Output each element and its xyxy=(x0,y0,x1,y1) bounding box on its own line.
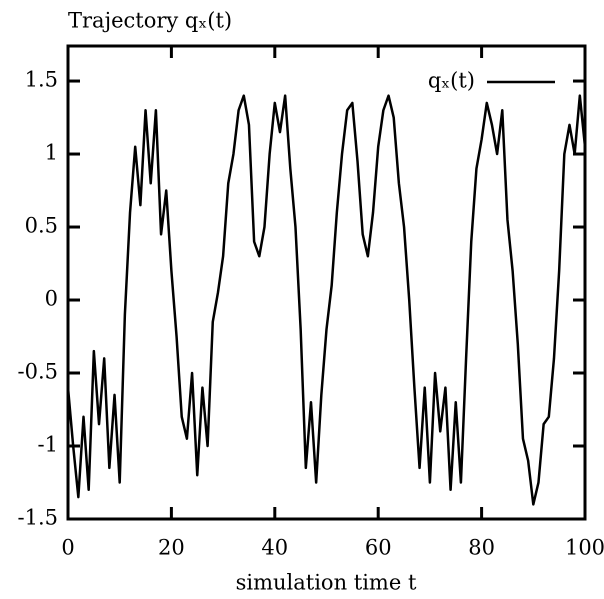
y-tick-label: -1.5 xyxy=(18,506,59,530)
y-tick-label: -0.5 xyxy=(18,360,59,384)
plot-frame xyxy=(66,44,587,521)
legend-label: qₓ(t) xyxy=(428,69,475,93)
x-tick-label: 20 xyxy=(158,536,185,560)
data-line xyxy=(66,94,587,506)
x-tick-label: 0 xyxy=(61,536,74,560)
chart-title: Trajectory qₓ(t) xyxy=(68,9,232,33)
x-tick-label: 80 xyxy=(468,536,495,560)
y-tick-label: -1 xyxy=(38,433,58,457)
y-tick-label: 1 xyxy=(45,141,58,165)
y-tick-label: 0.5 xyxy=(25,214,58,238)
x-tick-label: 40 xyxy=(261,536,288,560)
y-tick-label: 0 xyxy=(45,287,58,311)
x-tick-label: 100 xyxy=(565,536,604,560)
y-tick-label: 1.5 xyxy=(25,68,58,92)
x-axis-label: simulation time t xyxy=(236,571,417,595)
x-tick-label: 60 xyxy=(365,536,392,560)
